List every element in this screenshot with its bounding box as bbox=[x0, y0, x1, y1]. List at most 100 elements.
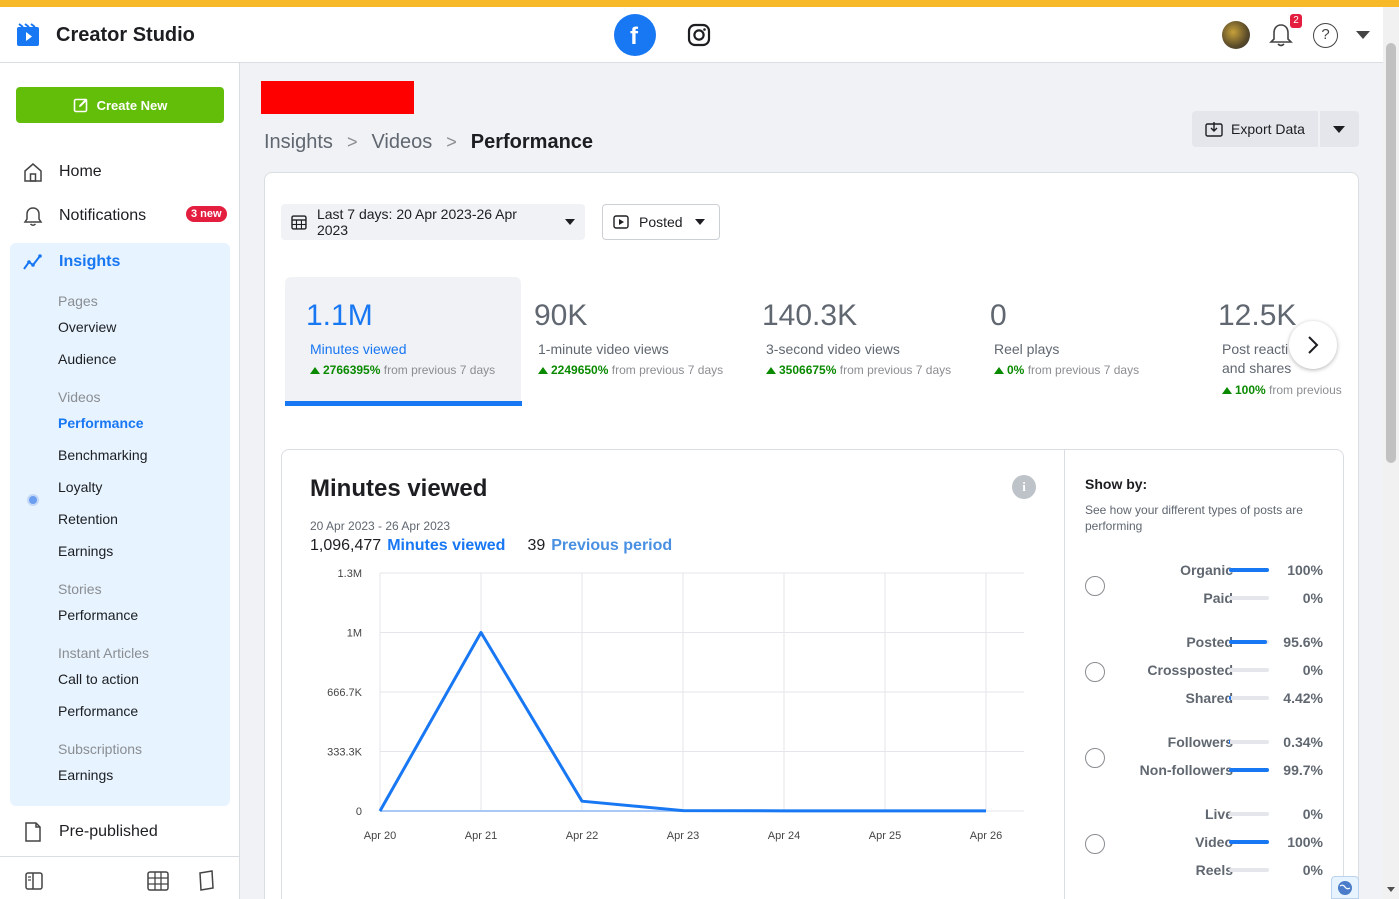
create-new-button[interactable]: Create New bbox=[16, 87, 224, 123]
show-by-title: Show by: bbox=[1085, 476, 1148, 492]
chevron-down-icon bbox=[565, 219, 575, 225]
insights-chart-icon bbox=[23, 254, 42, 270]
y-tick-label: 0 bbox=[356, 806, 362, 818]
metric-change-value: 3506675% bbox=[779, 363, 837, 377]
sidebar-item-ia-performance[interactable]: Performance bbox=[58, 703, 139, 719]
chevron-right-icon bbox=[1308, 336, 1319, 354]
breakdown-bar-track bbox=[1229, 868, 1269, 872]
sidebar-item-home[interactable]: Home bbox=[22, 160, 102, 184]
sidebar-item-retention[interactable]: Retention bbox=[58, 511, 118, 527]
sidebar-item-prepublished[interactable]: Pre-published bbox=[22, 821, 158, 843]
metric-label-line2: and shares bbox=[1222, 360, 1292, 376]
breakdown-bar-track bbox=[1229, 840, 1269, 844]
notification-count-badge: 2 bbox=[1290, 14, 1302, 28]
breakdown-row: Organic 100% bbox=[1109, 560, 1325, 580]
x-tick-label: Apr 21 bbox=[465, 830, 497, 842]
account-menu-caret-icon[interactable] bbox=[1356, 31, 1370, 39]
metric-label: 3-second video views bbox=[766, 341, 900, 357]
breakdown-radio[interactable] bbox=[1085, 576, 1105, 596]
breadcrumb-insights[interactable]: Insights bbox=[264, 131, 333, 153]
notebook-icon[interactable] bbox=[196, 870, 216, 892]
breakdown-percent: 0% bbox=[1302, 662, 1323, 678]
top-accent-strip bbox=[0, 0, 1399, 7]
help-icon[interactable]: ? bbox=[1313, 23, 1338, 48]
minutes-viewed-line-chart: 0 333.3K 666.7K 1M 1.3M Apr 20 Apr 21 Apr 22 Apr… bbox=[327, 568, 1024, 842]
svg-text:f: f bbox=[630, 23, 639, 48]
sidebar-item-notifications[interactable]: Notifications bbox=[22, 204, 146, 228]
metric-value: 90K bbox=[534, 299, 588, 332]
sidebar-item-subs-earnings[interactable]: Earnings bbox=[58, 767, 114, 783]
breadcrumb: Insights > Videos > Performance bbox=[264, 131, 593, 154]
scroll-down-arrow-icon[interactable] bbox=[1387, 887, 1395, 892]
sidebar-item-stories-performance[interactable]: Performance bbox=[58, 607, 139, 623]
sidebar-footer bbox=[0, 856, 240, 899]
metric-change: 2249650% from previous 7 days bbox=[538, 363, 723, 377]
breakdown-percent: 0% bbox=[1302, 806, 1323, 822]
loyalty-indicator-dot bbox=[27, 494, 39, 506]
breakdown-row: Paid 0% bbox=[1109, 588, 1325, 608]
sidebar-item-performance[interactable]: Performance bbox=[58, 415, 144, 431]
export-options-dropdown[interactable] bbox=[1320, 111, 1359, 147]
next-metrics-button[interactable] bbox=[1289, 321, 1337, 369]
globe-icon[interactable] bbox=[1331, 876, 1359, 899]
metric-3-second-views[interactable]: 140.3K 3-second video views 3506675% fro… bbox=[741, 277, 977, 405]
home-icon bbox=[24, 163, 42, 182]
metric-label: Post reacti and shares bbox=[1222, 340, 1291, 378]
sidebar-item-call-to-action[interactable]: Call to action bbox=[58, 671, 139, 687]
info-icon[interactable]: i bbox=[1012, 475, 1036, 499]
post-type-label: Posted bbox=[639, 214, 683, 230]
export-data-button[interactable]: Export Data bbox=[1192, 111, 1318, 147]
breakdown-name: Reels bbox=[1195, 862, 1233, 878]
document-icon bbox=[25, 822, 41, 842]
metric-change: 3506675% from previous 7 days bbox=[766, 363, 951, 377]
breakdown-name: Followers bbox=[1167, 734, 1233, 750]
breakdown-percent: 0% bbox=[1302, 590, 1323, 606]
instagram-tab-icon[interactable] bbox=[686, 22, 712, 48]
y-tick-label: 1.3M bbox=[338, 568, 362, 580]
profile-avatar[interactable] bbox=[1222, 21, 1250, 49]
calendar-icon bbox=[291, 215, 307, 230]
date-range-filter[interactable]: Last 7 days: 20 Apr 2023-26 Apr 2023 bbox=[281, 204, 585, 240]
breakdown-bar-track bbox=[1229, 668, 1269, 672]
sidebar-item-loyalty[interactable]: Loyalty bbox=[58, 479, 103, 495]
sidebar-item-earnings[interactable]: Earnings bbox=[58, 543, 114, 559]
edit-icon bbox=[73, 98, 88, 113]
metric-minutes-viewed[interactable]: 1.1M Minutes viewed 2766395% from previo… bbox=[285, 277, 521, 405]
sidebar-item-insights[interactable]: Insights bbox=[22, 251, 120, 273]
metric-change-suffix: from previous bbox=[1269, 383, 1342, 397]
facebook-tab-icon[interactable]: f bbox=[614, 14, 656, 56]
metric-reel-plays[interactable]: 0 Reel plays 0% from previous 7 days bbox=[969, 277, 1205, 405]
y-tick-label: 333.3K bbox=[327, 747, 363, 759]
page-scrollbar[interactable] bbox=[1383, 7, 1399, 899]
show-by-description: See how your different types of posts ar… bbox=[1085, 503, 1303, 533]
breakdown-percent: 4.42% bbox=[1283, 690, 1323, 706]
collapse-sidebar-icon[interactable] bbox=[24, 871, 44, 891]
previous-total: 39 bbox=[527, 537, 546, 554]
video-icon bbox=[613, 215, 629, 229]
export-data-label: Export Data bbox=[1231, 121, 1305, 137]
post-type-filter[interactable]: Posted bbox=[602, 204, 720, 240]
table-view-icon[interactable] bbox=[147, 871, 169, 891]
videos-section-heading: Videos bbox=[58, 389, 101, 405]
breakdown-radio[interactable] bbox=[1085, 834, 1105, 854]
breakdown-radio[interactable] bbox=[1085, 662, 1105, 682]
notifications-bell-icon[interactable] bbox=[1268, 22, 1294, 48]
breakdown-percent: 95.6% bbox=[1283, 634, 1323, 650]
breakdown-bar-track bbox=[1229, 596, 1269, 600]
top-bar: Creator Studio f 2 ? bbox=[0, 7, 1383, 63]
sidebar-item-overview[interactable]: Overview bbox=[58, 319, 117, 335]
breadcrumb-videos[interactable]: Videos bbox=[371, 131, 433, 153]
breakdown-name: Posted bbox=[1186, 634, 1233, 650]
sidebar-item-audience[interactable]: Audience bbox=[58, 351, 117, 367]
scrollbar-thumb[interactable] bbox=[1386, 43, 1396, 463]
breakdown-radio[interactable] bbox=[1085, 748, 1105, 768]
current-series-label: Minutes viewed bbox=[387, 537, 506, 554]
sidebar-item-benchmarking[interactable]: Benchmarking bbox=[58, 447, 148, 463]
metric-change: 100% from previous bbox=[1222, 383, 1342, 397]
breakdown-percent: 100% bbox=[1287, 834, 1323, 850]
breakdown-bar-fill bbox=[1229, 840, 1269, 844]
breakdown-name: Paid bbox=[1203, 590, 1233, 606]
metric-1-minute-views[interactable]: 90K 1-minute video views 2249650% from p… bbox=[513, 277, 749, 405]
metric-post-reactions[interactable]: 12.5K Post reacti and shares 100% from pr… bbox=[1197, 277, 1355, 405]
breakdown-name: Organic bbox=[1180, 562, 1233, 578]
